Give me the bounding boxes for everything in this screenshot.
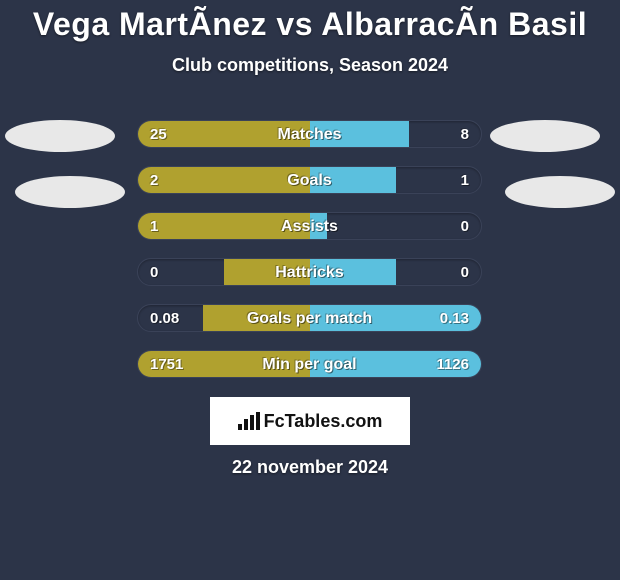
- stat-value-left: 1: [150, 213, 158, 240]
- stat-bar-left: [138, 167, 310, 193]
- stat-bar: 21Goals: [137, 166, 482, 194]
- stat-value-right: 0: [461, 213, 469, 240]
- stat-value-left: 1751: [150, 351, 183, 378]
- bar-chart-icon: [238, 412, 260, 430]
- stat-bar: 258Matches: [137, 120, 482, 148]
- stat-bar: 17511126Min per goal: [137, 350, 482, 378]
- stat-row: 258Matches: [0, 120, 620, 148]
- stat-row: 0.080.13Goals per match: [0, 304, 620, 332]
- stat-bar: 10Assists: [137, 212, 482, 240]
- stat-bar-right: [310, 259, 396, 285]
- stat-bar-left: [138, 213, 310, 239]
- stat-bar-right: [310, 167, 396, 193]
- stat-value-left: 25: [150, 121, 167, 148]
- stat-bar-left: [224, 259, 310, 285]
- stat-row: 00Hattricks: [0, 258, 620, 286]
- fctables-logo: FcTables.com: [210, 397, 410, 445]
- stat-bar-right: [310, 213, 327, 239]
- stat-bar-right: [310, 121, 410, 147]
- stats-container: 258Matches21Goals10Assists00Hattricks0.0…: [0, 120, 620, 396]
- stat-value-right: 8: [461, 121, 469, 148]
- stat-value-right: 0.13: [440, 305, 469, 332]
- stat-value-right: 1126: [436, 351, 469, 378]
- stat-value-left: 0: [150, 259, 158, 286]
- season-subtitle: Club competitions, Season 2024: [0, 55, 620, 76]
- stat-row: 17511126Min per goal: [0, 350, 620, 378]
- stat-value-right: 0: [461, 259, 469, 286]
- stat-value-left: 0.08: [150, 305, 179, 332]
- stat-value-right: 1: [461, 167, 469, 194]
- stat-bar: 0.080.13Goals per match: [137, 304, 482, 332]
- stat-value-left: 2: [150, 167, 158, 194]
- logo-text: FcTables.com: [264, 411, 383, 432]
- snapshot-date: 22 november 2024: [0, 457, 620, 478]
- stat-bar: 00Hattricks: [137, 258, 482, 286]
- stat-row: 10Assists: [0, 212, 620, 240]
- stat-bar-left: [203, 305, 310, 331]
- page-title: Vega MartÃ­nez vs AlbarracÃ­n Basil: [0, 0, 620, 43]
- stat-row: 21Goals: [0, 166, 620, 194]
